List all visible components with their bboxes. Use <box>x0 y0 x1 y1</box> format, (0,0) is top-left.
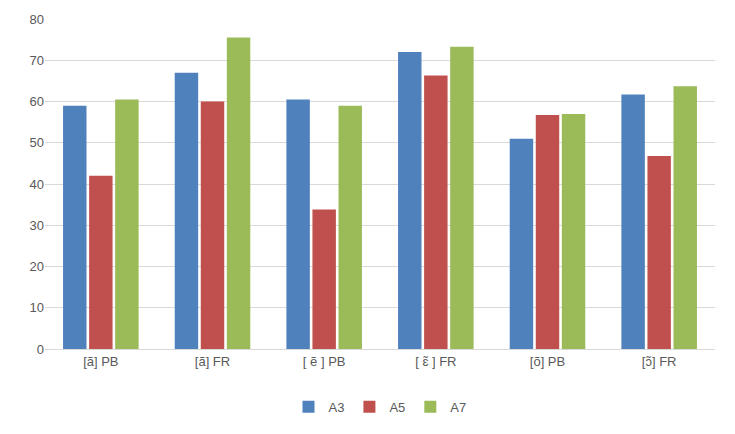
svg-text:[ɔ̃] FR: [ɔ̃] FR <box>642 354 677 369</box>
svg-text:A5: A5 <box>389 400 405 415</box>
svg-text:50: 50 <box>30 135 44 150</box>
svg-text:[ ɛ̃ ] FR: [ ɛ̃ ] FR <box>415 354 456 369</box>
svg-text:30: 30 <box>30 218 44 233</box>
svg-text:A3: A3 <box>329 400 345 415</box>
svg-text:0: 0 <box>37 342 44 357</box>
svg-text:10: 10 <box>30 300 44 315</box>
svg-text:[ã] PB: [ã] PB <box>83 354 118 369</box>
svg-text:[õ] PB: [õ] PB <box>530 354 565 369</box>
svg-text:[ ẽ ] PB: [ ẽ ] PB <box>303 354 346 369</box>
svg-text:A7: A7 <box>450 400 466 415</box>
svg-text:[ã] FR: [ã] FR <box>195 354 230 369</box>
svg-text:40: 40 <box>30 177 44 192</box>
svg-text:20: 20 <box>30 259 44 274</box>
svg-text:70: 70 <box>30 53 44 68</box>
svg-text:60: 60 <box>30 94 44 109</box>
svg-text:80: 80 <box>30 12 44 27</box>
